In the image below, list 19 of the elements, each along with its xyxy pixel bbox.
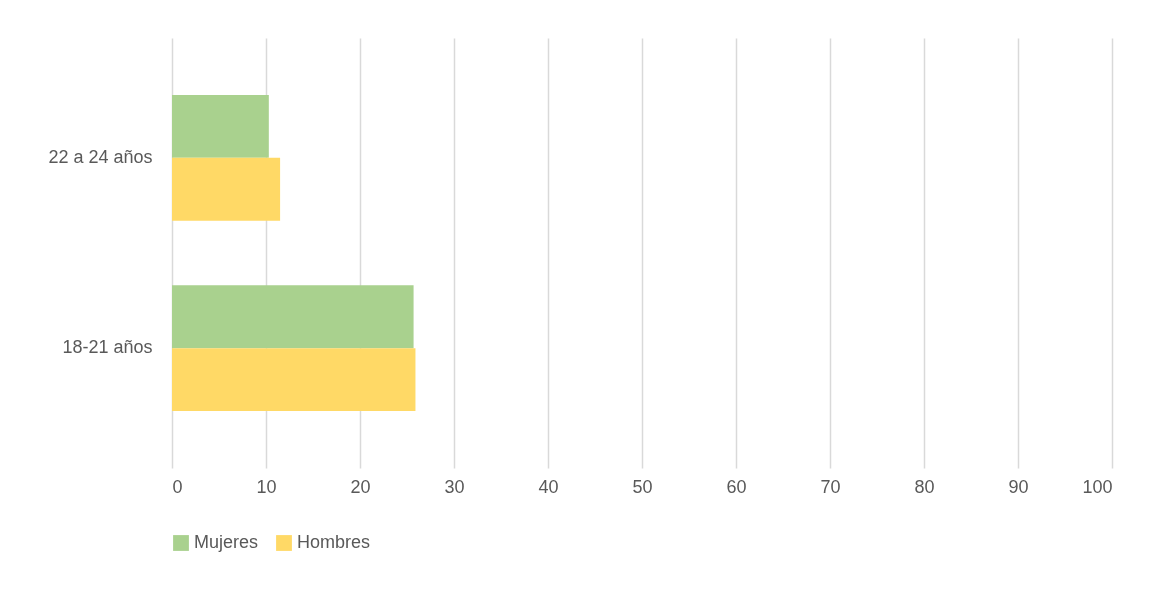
x-tick-label: 10 bbox=[256, 476, 277, 497]
x-tick-label: 20 bbox=[350, 476, 371, 497]
y-tick-label: 22 a 24 años bbox=[48, 146, 153, 167]
bar bbox=[172, 348, 416, 411]
legend-label: Mujeres bbox=[194, 532, 259, 552]
x-tick-label: 40 bbox=[538, 476, 559, 497]
bar bbox=[172, 285, 414, 349]
x-tick-label: 90 bbox=[1008, 476, 1029, 497]
x-tick-label: 100 bbox=[1082, 476, 1113, 497]
y-tick-label: 18-21 años bbox=[62, 337, 153, 358]
x-tick-label: 60 bbox=[726, 476, 747, 497]
x-tick-label: 50 bbox=[632, 476, 653, 497]
x-tick-label: 0 bbox=[172, 476, 183, 497]
bar bbox=[172, 95, 269, 158]
x-tick-label: 70 bbox=[820, 476, 841, 497]
x-tick-label: 30 bbox=[444, 476, 465, 497]
legend-label: Hombres bbox=[297, 532, 371, 552]
bar bbox=[172, 157, 281, 221]
x-tick-label: 80 bbox=[914, 476, 935, 497]
